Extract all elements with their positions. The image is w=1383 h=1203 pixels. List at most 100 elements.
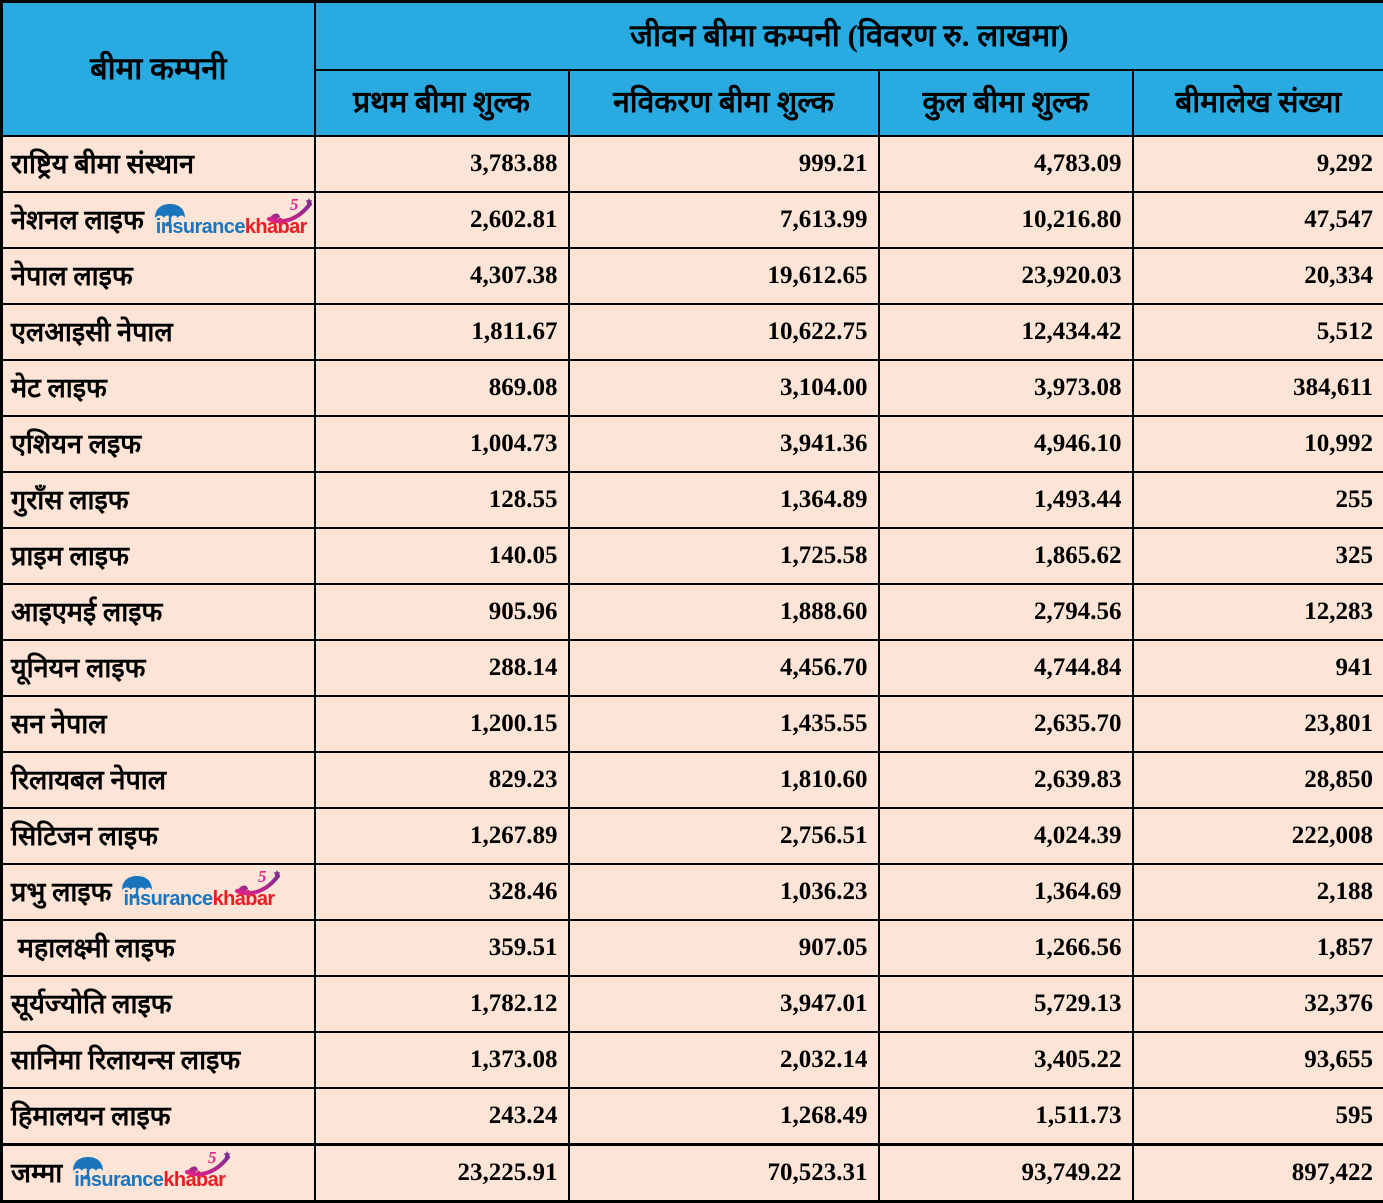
total-premium-value: 12,434.42 — [879, 304, 1133, 360]
company-cell: रिलायबल नेपाल — [2, 752, 315, 808]
table-row: महालक्ष्मी लाइफ 359.51 907.05 1,266.56 1… — [2, 920, 1383, 976]
company-cell: गुराँस लाइफ — [2, 472, 315, 528]
company-cell: राष्ट्रिय बीमा संस्थान — [2, 136, 315, 192]
renewal-premium-value: 10,622.75 — [569, 304, 879, 360]
first-premium-value: 3,783.88 — [315, 136, 569, 192]
renewal-premium-value: 4,456.70 — [569, 640, 879, 696]
total-premium-value: 1,266.56 — [879, 920, 1133, 976]
svg-text:5: 5 — [258, 867, 267, 886]
renewal-premium-value: 1,810.60 — [569, 752, 879, 808]
company-name: यूनियन लाइफ — [11, 652, 145, 684]
table-row: राष्ट्रिय बीमा संस्थान 3,783.88 999.21 4… — [2, 136, 1383, 192]
company-name: सानिमा रिलायन्स लाइफ — [11, 1044, 240, 1076]
renewal-premium-value: 19,612.65 — [569, 248, 879, 304]
svg-text:5: 5 — [208, 1148, 217, 1167]
company-name: हिमालयन लाइफ — [11, 1100, 171, 1132]
renewal-premium-value: 3,947.01 — [569, 976, 879, 1032]
company-name: गुराँस लाइफ — [11, 484, 129, 516]
first-premium-value: 328.46 — [315, 864, 569, 920]
company-name: सन नेपाल — [11, 708, 107, 740]
logo-word-insurance: insurance — [74, 1170, 163, 1190]
company-cell: एशियन लइफ — [2, 416, 315, 472]
policy-count-value: 1,857 — [1133, 920, 1383, 976]
policy-count-value: 47,547 — [1133, 192, 1383, 248]
first-premium-value: 1,373.08 — [315, 1032, 569, 1088]
renewal-premium-value: 3,104.00 — [569, 360, 879, 416]
total-premium-value: 93,749.22 — [879, 1145, 1133, 1202]
total-premium-value: 3,405.22 — [879, 1032, 1133, 1088]
table-row: यूनियन लाइफ 288.14 4,456.70 4,744.84 941 — [2, 640, 1383, 696]
column-header-first-premium: प्रथम बीमा शुल्क — [315, 70, 569, 136]
total-premium-value: 4,946.10 — [879, 416, 1133, 472]
company-cell: सिटिजन लाइफ — [2, 808, 315, 864]
company-name: महालक्ष्मी लाइफ — [11, 932, 175, 964]
renewal-premium-value: 7,613.99 — [569, 192, 879, 248]
company-name: नेपाल लाइफ — [11, 260, 133, 292]
policy-count-value: 2,188 — [1133, 864, 1383, 920]
renewal-premium-value: 1,268.49 — [569, 1088, 879, 1145]
table-row: गुराँस लाइफ 128.55 1,364.89 1,493.44 255 — [2, 472, 1383, 528]
policy-count-value: 222,008 — [1133, 808, 1383, 864]
table-body: राष्ट्रिय बीमा संस्थान 3,783.88 999.21 4… — [2, 136, 1383, 1202]
total-premium-value: 10,216.80 — [879, 192, 1133, 248]
company-name: प्राइम लाइफ — [11, 540, 129, 572]
renewal-premium-value: 2,032.14 — [569, 1032, 879, 1088]
company-cell: सूर्यज्योति लाइफ — [2, 976, 315, 1032]
table-row: एलआइसी नेपाल 1,811.67 10,622.75 12,434.4… — [2, 304, 1383, 360]
renewal-premium-value: 3,941.36 — [569, 416, 879, 472]
company-name: आइएमई लाइफ — [11, 596, 162, 628]
logo-word-insurance: insurance — [123, 889, 212, 909]
total-premium-value: 4,024.39 — [879, 808, 1133, 864]
policy-count-value: 9,292 — [1133, 136, 1383, 192]
table-row: सन नेपाल 1,200.15 1,435.55 2,635.70 23,8… — [2, 696, 1383, 752]
table-row: प्राइम लाइफ 140.05 1,725.58 1,865.62 325 — [2, 528, 1383, 584]
anniversary-5-swoosh-icon: 5 — [231, 867, 285, 897]
company-cell: सानिमा रिलायन्स लाइफ — [2, 1032, 315, 1088]
column-header-renewal-premium: नविकरण बीमा शुल्क — [569, 70, 879, 136]
first-premium-value: 1,782.12 — [315, 976, 569, 1032]
table-row: सूर्यज्योति लाइफ 1,782.12 3,947.01 5,729… — [2, 976, 1383, 1032]
company-name: राष्ट्रिय बीमा संस्थान — [11, 148, 194, 180]
first-premium-value: 1,200.15 — [315, 696, 569, 752]
renewal-premium-value: 1,036.23 — [569, 864, 879, 920]
first-premium-value: 140.05 — [315, 528, 569, 584]
policy-count-value: 595 — [1133, 1088, 1383, 1145]
company-cell: एलआइसी नेपाल — [2, 304, 315, 360]
svg-text:5: 5 — [290, 195, 299, 214]
policy-count-value: 255 — [1133, 472, 1383, 528]
company-cell: हिमालयन लाइफ — [2, 1088, 315, 1145]
policy-count-value: 5,512 — [1133, 304, 1383, 360]
first-premium-value: 1,267.89 — [315, 808, 569, 864]
company-name: नेशनल लाइफ — [11, 204, 144, 236]
corner-header-insurance-company: बीमा कम्पनी — [2, 2, 315, 137]
company-cell: यूनियन लाइफ — [2, 640, 315, 696]
anniversary-5-swoosh-icon: 5 — [263, 195, 315, 225]
anniversary-5-swoosh-icon: 5 — [181, 1148, 235, 1178]
first-premium-value: 2,602.81 — [315, 192, 569, 248]
total-premium-value: 1,865.62 — [879, 528, 1133, 584]
company-cell: मेट लाइफ — [2, 360, 315, 416]
renewal-premium-value: 1,725.58 — [569, 528, 879, 584]
total-premium-value: 2,639.83 — [879, 752, 1133, 808]
first-premium-value: 905.96 — [315, 584, 569, 640]
total-premium-value: 1,511.73 — [879, 1088, 1133, 1145]
column-header-total-premium: कुल बीमा शुल्क — [879, 70, 1133, 136]
company-cell: प्राइम लाइफ — [2, 528, 315, 584]
company-name: मेट लाइफ — [11, 372, 107, 404]
total-premium-value: 1,364.69 — [879, 864, 1133, 920]
policy-count-value: 384,611 — [1133, 360, 1383, 416]
company-name: जम्मा — [11, 1157, 62, 1189]
first-premium-value: 359.51 — [315, 920, 569, 976]
first-premium-value: 4,307.38 — [315, 248, 569, 304]
table-row: सिटिजन लाइफ 1,267.89 2,756.51 4,024.39 2… — [2, 808, 1383, 864]
renewal-premium-value: 2,756.51 — [569, 808, 879, 864]
company-name: रिलायबल नेपाल — [11, 764, 166, 796]
table-row: आइएमई लाइफ 905.96 1,888.60 2,794.56 12,2… — [2, 584, 1383, 640]
policy-count-value: 32,376 — [1133, 976, 1383, 1032]
